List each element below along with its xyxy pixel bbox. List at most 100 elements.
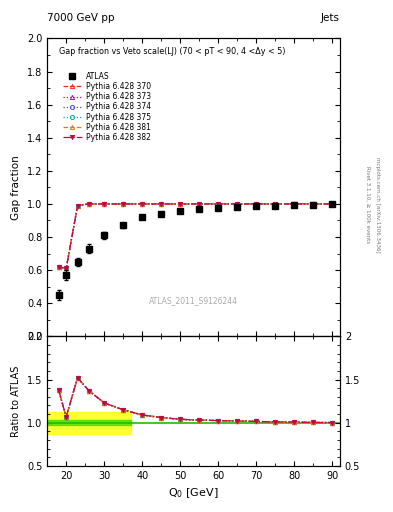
Bar [47,412,131,434]
Pythia 6.428 373 [102,201,107,207]
Pythia 6.428 381 [86,201,91,207]
Pythia 6.428 381 [292,201,297,207]
Pythia 6.428 373 [311,201,316,207]
Line: Pythia 6.428 374: Pythia 6.428 374 [57,202,334,270]
Pythia 6.428 382 [311,201,316,207]
Pythia 6.428 370 [159,201,163,207]
Pythia 6.428 373 [197,201,202,207]
Line: Pythia 6.428 381: Pythia 6.428 381 [57,202,334,270]
Pythia 6.428 370 [197,201,202,207]
Pythia 6.428 373 [64,265,68,271]
Pythia 6.428 381 [311,201,316,207]
Pythia 6.428 382 [178,201,183,207]
Bar [47,420,131,425]
Pythia 6.428 381 [64,265,68,271]
Pythia 6.428 373 [86,201,91,207]
Pythia 6.428 374 [330,201,335,207]
Y-axis label: Ratio to ATLAS: Ratio to ATLAS [11,366,21,437]
Pythia 6.428 381 [197,201,202,207]
Pythia 6.428 374 [273,201,278,207]
Pythia 6.428 382 [330,201,335,207]
Pythia 6.428 374 [216,201,220,207]
Pythia 6.428 373 [159,201,163,207]
Pythia 6.428 381 [273,201,278,207]
X-axis label: Q$_0$ [GeV]: Q$_0$ [GeV] [168,486,219,500]
Pythia 6.428 382 [121,201,126,207]
Pythia 6.428 382 [140,201,145,207]
Pythia 6.428 370 [121,201,126,207]
Text: ATLAS_2011_S9126244: ATLAS_2011_S9126244 [149,296,238,305]
Pythia 6.428 375 [102,201,107,207]
Pythia 6.428 370 [235,201,240,207]
Text: Jets: Jets [321,13,340,23]
Pythia 6.428 374 [235,201,240,207]
Pythia 6.428 370 [216,201,220,207]
Pythia 6.428 370 [311,201,316,207]
Pythia 6.428 370 [102,201,107,207]
Pythia 6.428 375 [273,201,278,207]
Pythia 6.428 375 [216,201,220,207]
Pythia 6.428 375 [178,201,183,207]
Pythia 6.428 382 [56,264,61,270]
Pythia 6.428 375 [56,264,61,270]
Pythia 6.428 370 [178,201,183,207]
Pythia 6.428 373 [140,201,145,207]
Pythia 6.428 370 [56,264,61,270]
Pythia 6.428 375 [330,201,335,207]
Pythia 6.428 375 [75,203,80,209]
Pythia 6.428 370 [64,265,68,271]
Line: Pythia 6.428 382: Pythia 6.428 382 [57,202,334,270]
Pythia 6.428 381 [159,201,163,207]
Pythia 6.428 373 [178,201,183,207]
Pythia 6.428 382 [254,201,259,207]
Pythia 6.428 381 [216,201,220,207]
Pythia 6.428 375 [121,201,126,207]
Pythia 6.428 375 [311,201,316,207]
Pythia 6.428 370 [140,201,145,207]
Pythia 6.428 374 [254,201,259,207]
Pythia 6.428 375 [254,201,259,207]
Pythia 6.428 382 [159,201,163,207]
Pythia 6.428 375 [64,265,68,271]
Pythia 6.428 374 [56,264,61,270]
Pythia 6.428 375 [197,201,202,207]
Pythia 6.428 375 [235,201,240,207]
Pythia 6.428 374 [311,201,316,207]
Pythia 6.428 382 [64,265,68,271]
Pythia 6.428 381 [102,201,107,207]
Pythia 6.428 374 [86,201,91,207]
Pythia 6.428 373 [121,201,126,207]
Pythia 6.428 370 [75,203,80,209]
Pythia 6.428 382 [86,201,91,207]
Pythia 6.428 370 [86,201,91,207]
Pythia 6.428 374 [121,201,126,207]
Pythia 6.428 381 [235,201,240,207]
Pythia 6.428 374 [102,201,107,207]
Pythia 6.428 373 [254,201,259,207]
Pythia 6.428 382 [216,201,220,207]
Pythia 6.428 374 [197,201,202,207]
Line: Pythia 6.428 375: Pythia 6.428 375 [57,202,334,270]
Pythia 6.428 374 [140,201,145,207]
Pythia 6.428 381 [178,201,183,207]
Pythia 6.428 373 [75,203,80,209]
Pythia 6.428 373 [292,201,297,207]
Pythia 6.428 382 [292,201,297,207]
Pythia 6.428 374 [178,201,183,207]
Pythia 6.428 382 [102,201,107,207]
Pythia 6.428 382 [235,201,240,207]
Pythia 6.428 373 [273,201,278,207]
Pythia 6.428 374 [64,265,68,271]
Y-axis label: Gap fraction: Gap fraction [11,155,21,220]
Pythia 6.428 373 [56,264,61,270]
Pythia 6.428 374 [292,201,297,207]
Pythia 6.428 373 [330,201,335,207]
Pythia 6.428 374 [75,203,80,209]
Pythia 6.428 382 [197,201,202,207]
Line: Pythia 6.428 373: Pythia 6.428 373 [57,202,334,270]
Pythia 6.428 382 [75,203,80,209]
Pythia 6.428 375 [159,201,163,207]
Text: 7000 GeV pp: 7000 GeV pp [47,13,115,23]
Text: Rivet 3.1.10, ≥ 100k events: Rivet 3.1.10, ≥ 100k events [365,166,370,243]
Pythia 6.428 381 [56,264,61,270]
